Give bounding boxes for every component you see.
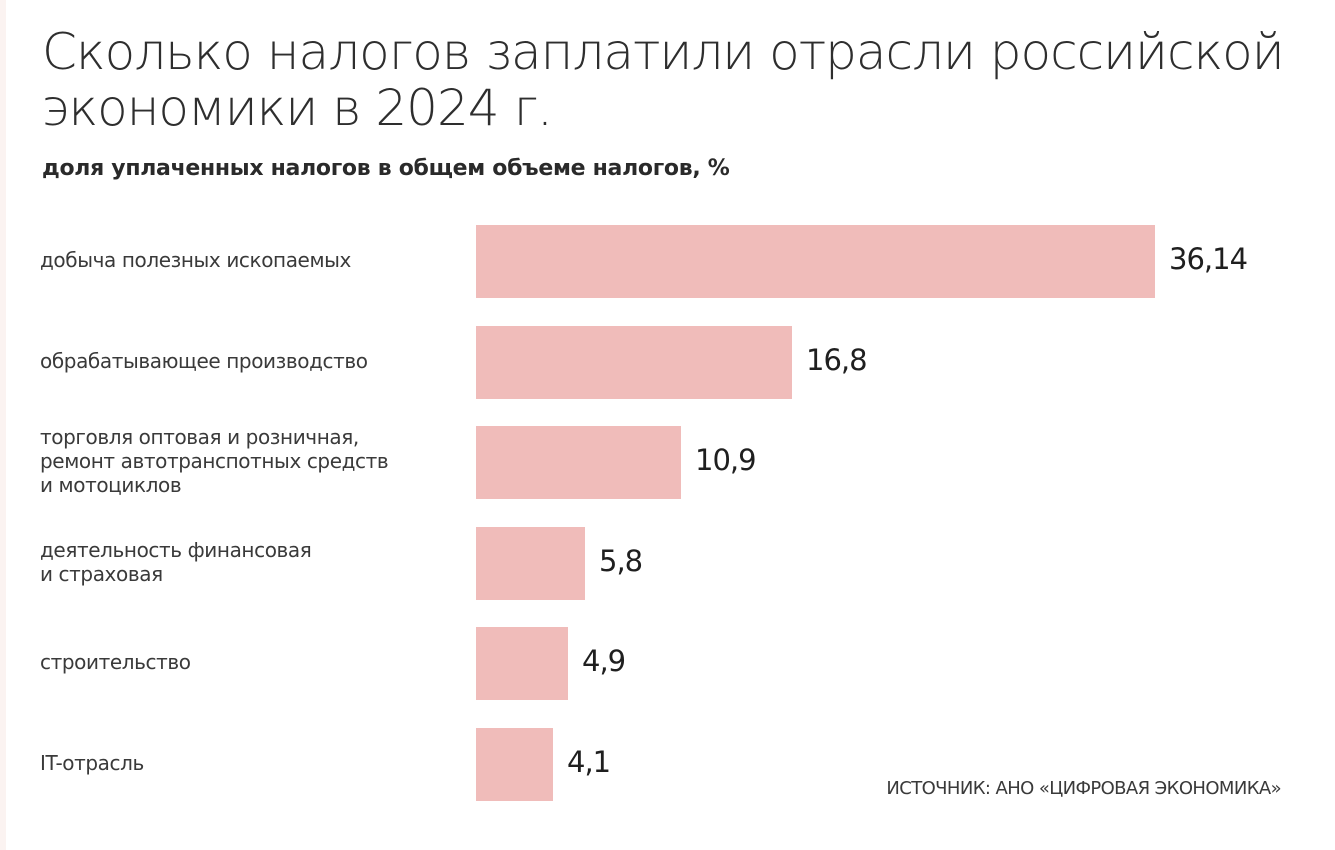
category-label: деятельность финансовая и страховая [40, 537, 312, 586]
bar [476, 225, 1155, 298]
chart-title-line-2: экономики в 2024 г. [42, 79, 553, 137]
category-label-line: торговля оптовая и розничная, [40, 424, 359, 449]
bar-value-label: 36,14 [1169, 241, 1248, 276]
bar [476, 426, 681, 499]
bar-value-label: 10,9 [695, 442, 757, 477]
bar [476, 527, 585, 600]
category-label: строительство [40, 650, 191, 674]
category-label-line: ремонт автотранспотных средств [40, 448, 389, 473]
bar-value-label: 16,8 [806, 342, 868, 377]
bar-value-label: 5,8 [599, 543, 643, 578]
category-label-line: строительство [40, 649, 191, 674]
bar [476, 326, 792, 399]
category-label-line: обрабатывающее производство [40, 348, 368, 373]
category-label-line: и мотоциклов [40, 472, 182, 497]
left-edge-shade [0, 0, 6, 850]
category-label: обрабатывающее производство [40, 349, 368, 373]
category-label: добыча полезных ископаемых [40, 248, 351, 272]
category-label-line: и страховая [40, 561, 163, 586]
category-label-line: деятельность финансовая [40, 537, 312, 562]
chart-title: Сколько налогов заплатили отрасли россий… [42, 24, 1302, 136]
bar-value-label: 4,9 [582, 643, 626, 678]
bar [476, 728, 553, 801]
bar-value-label: 4,1 [567, 744, 611, 779]
category-label: торговля оптовая и розничная, ремонт авто… [40, 424, 389, 497]
category-label-line: добыча полезных ископаемых [40, 247, 351, 272]
chart-subtitle: доля уплаченных налогов в общем объеме н… [42, 156, 730, 181]
category-label: IT-отрасль [40, 751, 144, 775]
category-label-line: IT-отрасль [40, 750, 144, 775]
source-note: ИСТОЧНИК: АНО «ЦИФРОВАЯ ЭКОНОМИКА» [886, 778, 1281, 799]
bar [476, 627, 568, 700]
chart-title-line-1: Сколько налогов заплатили отрасли россий… [42, 23, 1285, 81]
